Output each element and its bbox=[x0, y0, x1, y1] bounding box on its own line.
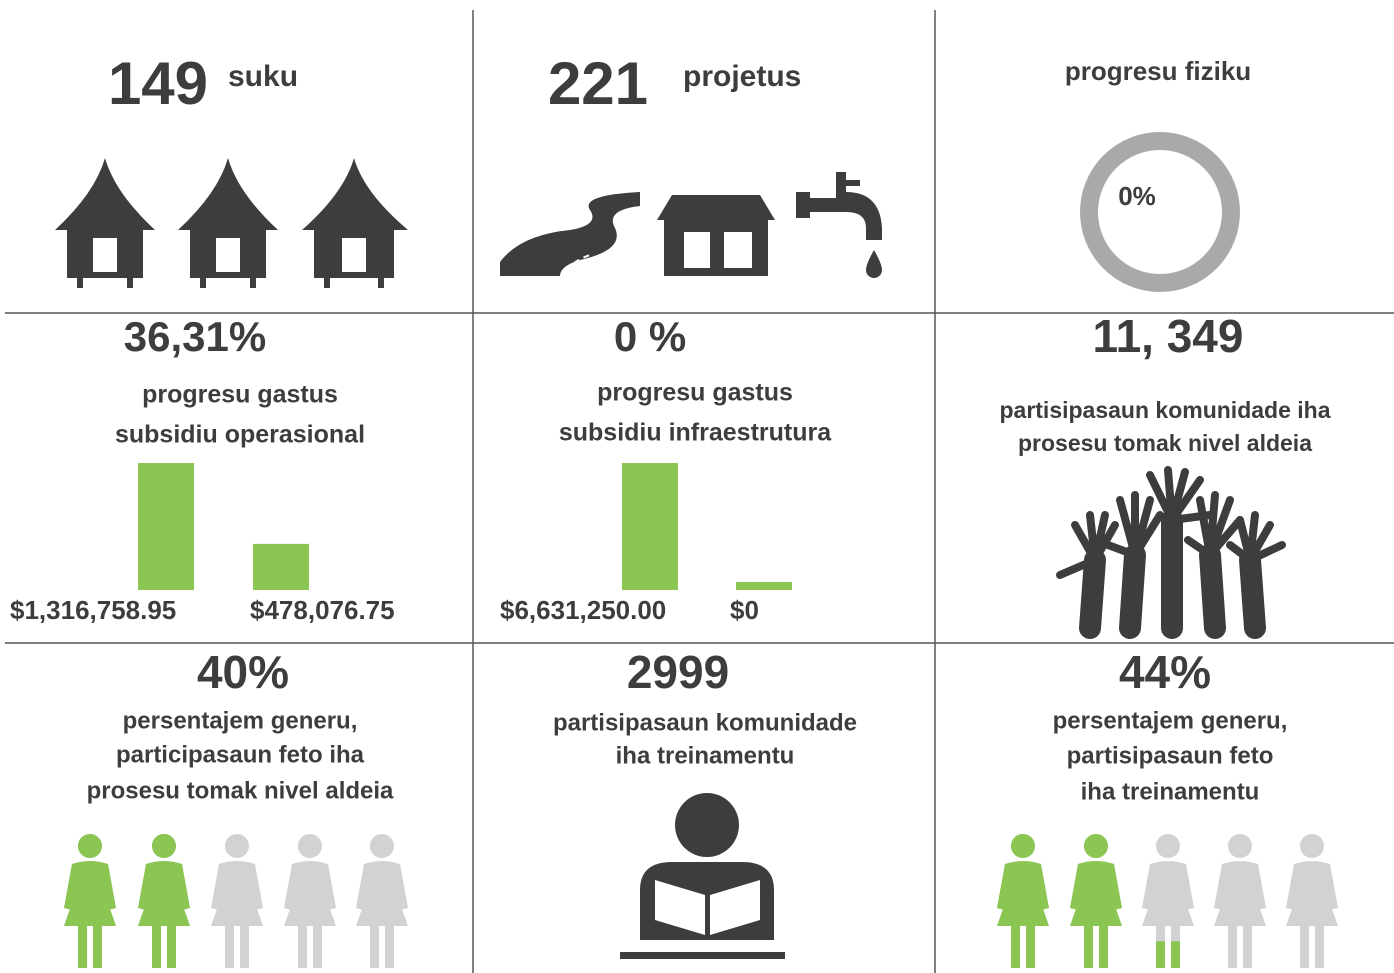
woman-fill bbox=[997, 834, 1049, 968]
woman-base bbox=[1286, 834, 1338, 968]
operational-percent: 36,31% bbox=[124, 313, 266, 360]
bar-label: $1,316,758.95 bbox=[10, 595, 176, 625]
house-icons bbox=[55, 158, 408, 288]
woman-base bbox=[1142, 834, 1194, 968]
bar-label: $6,631,250.00 bbox=[500, 595, 666, 625]
reader-icon bbox=[620, 793, 785, 959]
woman-fill bbox=[1070, 834, 1122, 968]
progress-label: 0% bbox=[1118, 181, 1156, 211]
gender-percent: 40% bbox=[197, 646, 289, 698]
woman-icon bbox=[1286, 834, 1338, 968]
caption-line: progresu gastus bbox=[142, 381, 338, 409]
suku-count: 149 bbox=[108, 50, 208, 117]
bar bbox=[622, 463, 678, 590]
woman-base bbox=[1214, 834, 1266, 968]
caption-line: persentajem generu, bbox=[123, 707, 358, 734]
woman-base bbox=[284, 834, 336, 968]
bar-label: $478,076.75 bbox=[250, 595, 395, 625]
caption-line: subsidiu operasional bbox=[115, 421, 365, 449]
bar bbox=[253, 543, 309, 590]
woman-icon bbox=[1142, 834, 1194, 968]
grid-lines bbox=[5, 10, 1394, 973]
caption-line: prosesu tomak nivel aldeia bbox=[87, 777, 394, 804]
donut-track bbox=[1080, 132, 1240, 292]
woman-icon bbox=[356, 834, 408, 968]
suku-unit: suku bbox=[228, 60, 298, 93]
woman-icon bbox=[138, 834, 190, 968]
caption-line: iha treinamentu bbox=[1081, 778, 1260, 805]
caption-line: prosesu tomak nivel aldeia bbox=[1018, 430, 1312, 456]
training-count: 2999 bbox=[627, 646, 729, 698]
woman-fill bbox=[1156, 941, 1180, 968]
bar bbox=[138, 463, 194, 590]
woman-icon bbox=[1070, 834, 1122, 968]
progress-title: progresu fiziku bbox=[1065, 56, 1251, 86]
project-unit: projetus bbox=[683, 60, 801, 93]
woman-base bbox=[356, 834, 408, 968]
caption-line: partisipasaun komunidade iha bbox=[999, 397, 1330, 423]
caption-line: persentajem generu, bbox=[1053, 707, 1288, 734]
caption-line: iha treinamentu bbox=[616, 742, 795, 769]
woman-icon bbox=[284, 834, 336, 968]
woman-fill bbox=[138, 834, 190, 968]
infrastructure-percent: 0 % bbox=[614, 313, 686, 360]
project-icons bbox=[500, 172, 882, 278]
woman-icon bbox=[64, 834, 116, 968]
caption-line: subsidiu infraestrutura bbox=[559, 419, 832, 447]
woman-base bbox=[211, 834, 263, 968]
gender-percent: 44% bbox=[1119, 646, 1211, 698]
caption-line: partisipasaun feto bbox=[1067, 742, 1274, 769]
participation-count: 11, 349 bbox=[1093, 310, 1244, 362]
caption-line: partisipasaun komunidade bbox=[553, 709, 857, 736]
hands-icon bbox=[1056, 466, 1286, 639]
caption-line: progresu gastus bbox=[597, 379, 793, 407]
project-count: 221 bbox=[548, 50, 648, 117]
woman-icon bbox=[211, 834, 263, 968]
woman-fill bbox=[64, 834, 116, 968]
bar-label: $0 bbox=[730, 595, 759, 625]
woman-icon bbox=[997, 834, 1049, 968]
bar bbox=[736, 582, 792, 590]
caption-line: participasaun feto iha bbox=[116, 741, 365, 768]
woman-icon bbox=[1214, 834, 1266, 968]
